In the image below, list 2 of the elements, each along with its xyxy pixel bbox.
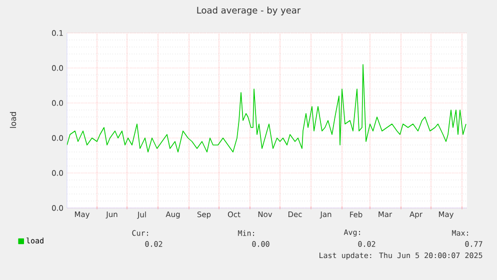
y-axis-title: load bbox=[10, 112, 16, 128]
chart-title: Load average - by year bbox=[197, 6, 301, 16]
